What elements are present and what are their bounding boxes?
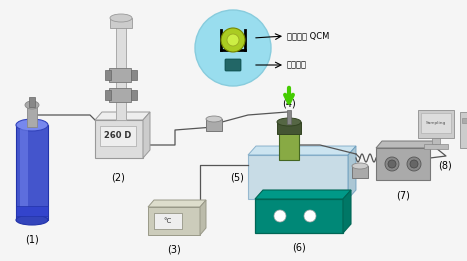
Circle shape [195,10,271,86]
Bar [424,144,448,149]
Bar [16,125,48,220]
Text: (6): (6) [292,243,306,253]
Ellipse shape [16,215,48,225]
Ellipse shape [206,116,222,122]
Text: (2): (2) [111,173,125,183]
Bar [255,199,343,233]
Bar [109,68,131,82]
Bar [421,113,451,133]
Text: (5): (5) [230,172,244,182]
Bar [100,126,136,146]
Bar [16,206,48,216]
Bar [105,90,111,100]
FancyBboxPatch shape [225,59,241,71]
Text: 전기도금 QCM: 전기도금 QCM [287,32,329,40]
Polygon shape [376,141,436,148]
Circle shape [274,210,286,222]
Polygon shape [255,190,351,199]
Bar [27,105,37,127]
Bar [376,148,430,180]
Bar [154,213,182,229]
Text: (1): (1) [25,235,39,245]
Ellipse shape [25,101,39,109]
Bar [352,166,368,178]
Bar [148,207,200,235]
Polygon shape [248,146,356,155]
Text: 260 D: 260 D [104,132,132,140]
Circle shape [407,157,421,171]
Bar [248,155,348,199]
Bar [462,118,467,123]
Text: (7): (7) [396,190,410,200]
Polygon shape [348,146,356,199]
Ellipse shape [277,118,301,126]
Text: (3): (3) [167,245,181,255]
Circle shape [388,160,396,168]
Text: 교반막대: 교반막대 [287,61,307,69]
Polygon shape [143,112,150,158]
Bar [432,138,440,144]
Bar [110,18,132,28]
Ellipse shape [110,14,132,22]
Bar [418,110,454,138]
Text: (4): (4) [282,98,296,108]
Polygon shape [343,190,351,233]
Circle shape [221,28,245,52]
Bar [206,119,222,131]
Circle shape [410,160,418,168]
Bar [460,112,467,148]
Bar [131,90,137,100]
Bar [287,110,291,124]
Ellipse shape [16,119,48,131]
Bar [109,88,131,102]
Polygon shape [148,200,206,207]
Bar [131,70,137,80]
Bar [279,130,299,160]
Circle shape [227,34,239,46]
Circle shape [304,210,316,222]
Bar [116,20,126,120]
Polygon shape [95,112,150,120]
Bar [95,120,143,158]
Text: Sampling: Sampling [426,121,446,125]
Circle shape [385,157,399,171]
Bar [29,97,35,107]
Bar [20,129,28,216]
Text: (8): (8) [438,160,452,170]
Bar [105,70,111,80]
Text: °C: °C [164,218,172,224]
Ellipse shape [352,163,368,169]
Polygon shape [200,200,206,235]
Bar [277,122,301,134]
